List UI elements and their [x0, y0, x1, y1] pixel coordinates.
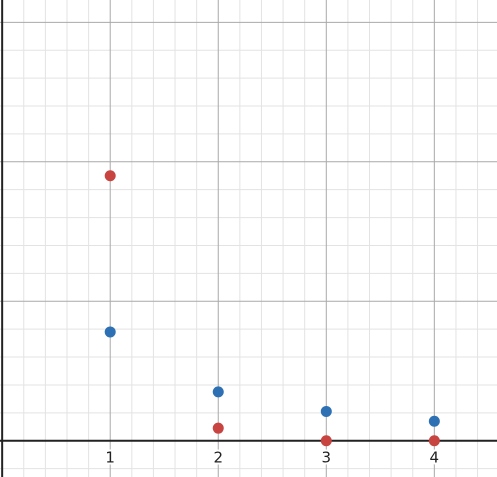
- data-point-series-1: [320, 435, 332, 447]
- data-point-series-2: [212, 386, 224, 398]
- x-tick-label: 2: [213, 449, 223, 467]
- x-tick-label: 4: [430, 449, 440, 467]
- data-point-series-2: [104, 326, 116, 338]
- x-tick-label: 3: [322, 449, 332, 467]
- data-point-series-2: [428, 415, 440, 427]
- data-points: [104, 170, 440, 447]
- x-tick-label: 1: [105, 449, 115, 467]
- data-point-series-1: [428, 435, 440, 447]
- data-point-series-1: [104, 170, 116, 182]
- data-point-series-1: [212, 422, 224, 434]
- tick-labels: 12340.511.50: [103, 447, 441, 469]
- data-point-series-2: [320, 405, 332, 417]
